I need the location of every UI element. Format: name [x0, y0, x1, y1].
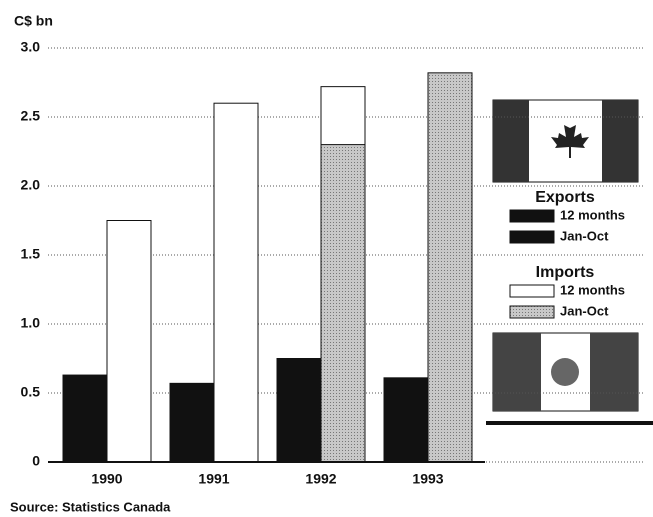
y-tick-label: 2.5	[21, 108, 41, 124]
bar	[169, 382, 215, 463]
legend-label: 12 months	[560, 282, 625, 297]
x-tick-label: 1993	[412, 471, 443, 487]
source: Source: Statistics Canada	[10, 499, 171, 514]
legend-label: Jan-Oct	[560, 303, 609, 318]
y-tick-label: 1.0	[21, 315, 41, 331]
x-tick-label: 1990	[91, 471, 122, 487]
bar	[213, 102, 259, 463]
x-tick-label: 1992	[305, 471, 336, 487]
legend-label: 12 months	[560, 207, 625, 222]
legend-swatch	[509, 230, 555, 244]
y-axis-label: C$ bn	[14, 13, 53, 29]
y-tick-label: 1.5	[21, 246, 41, 262]
bar	[427, 72, 473, 463]
bar	[62, 374, 108, 463]
bar	[383, 377, 429, 463]
legend-heading: Exports	[535, 189, 595, 206]
bar	[106, 220, 152, 463]
legend-swatch	[509, 209, 555, 223]
legend-label: Jan-Oct	[560, 228, 609, 243]
legend-swatch	[509, 284, 555, 298]
y-tick-label: 0.5	[21, 384, 41, 400]
y-tick-label: 0	[32, 453, 40, 469]
y-tick-label: 2.0	[21, 177, 41, 193]
legend-swatch	[509, 305, 555, 319]
canada-flag	[492, 99, 639, 183]
mexico-flag	[492, 332, 639, 412]
bar	[276, 358, 322, 463]
bar	[320, 144, 366, 463]
legend-heading: Imports	[536, 264, 595, 281]
x-tick-label: 1991	[198, 471, 229, 487]
y-tick-label: 3.0	[21, 39, 41, 55]
